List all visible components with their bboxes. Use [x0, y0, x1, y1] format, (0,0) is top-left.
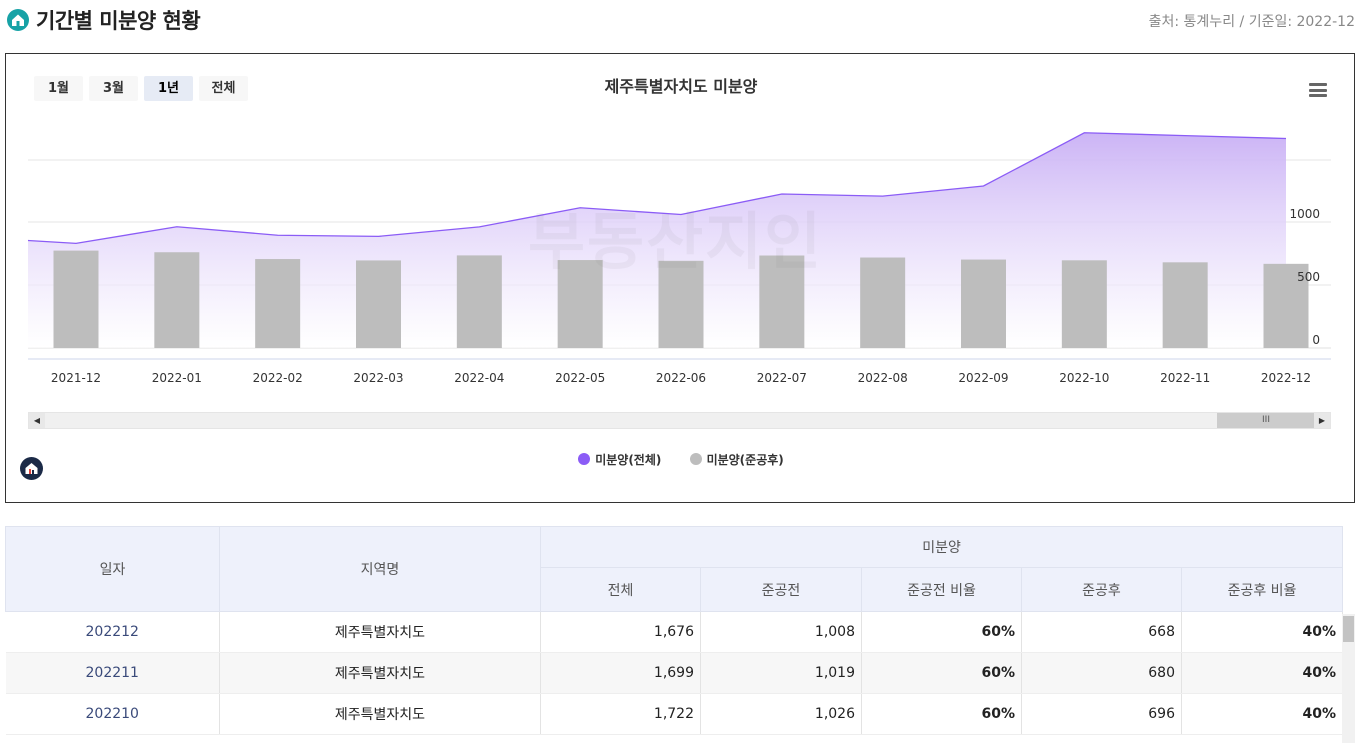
x-tick-label: 2022-11: [1160, 371, 1210, 385]
header-date[interactable]: 일자: [5, 526, 220, 612]
chart-plot: 2021-12 2022-01 2022-02 2022-03 2022-04 2022-…: [27, 132, 1331, 385]
bar-after-2022-11: [1162, 262, 1208, 348]
cell-after-ratio: 40%: [1181, 652, 1344, 694]
bar-after-2022-09: [961, 259, 1006, 348]
cell-total: 1,676: [540, 611, 701, 653]
chart-legend: 미분양(전체) 미분양(준공후): [6, 451, 1356, 468]
page-title: 기간별 미분양 현황: [36, 9, 201, 33]
header-after-ratio[interactable]: 준공후 비율: [1180, 567, 1344, 612]
bar-after-2022-01: [154, 252, 200, 348]
header-spacer: [1342, 526, 1356, 612]
legend-label-total: 미분양(전체): [595, 453, 662, 467]
table-scroll-thumb[interactable]: [1343, 616, 1354, 642]
bar-after-2021-12: [53, 250, 99, 348]
header-before[interactable]: 준공전: [700, 567, 862, 612]
cell-before: 1,008: [700, 611, 862, 653]
x-tick-label: 2022-06: [656, 371, 706, 385]
cell-after: 696: [1021, 693, 1182, 735]
x-tick-label: 2022-01: [152, 371, 202, 385]
bar-after-2022-06: [658, 260, 704, 348]
source-info: 출처: 통계누리 / 기준일: 2022-12: [1148, 14, 1355, 30]
cell-before-ratio: 60%: [861, 693, 1022, 735]
bar-after-2022-03: [356, 260, 401, 348]
home-logo-icon: [7, 9, 29, 31]
header-before-ratio[interactable]: 준공전 비율: [861, 567, 1022, 612]
cell-date: 202211: [5, 652, 220, 694]
x-tick-label: 2021-12: [51, 371, 101, 385]
cell-after-ratio: 40%: [1181, 693, 1344, 735]
y-tick-label: 0: [1312, 333, 1320, 347]
cell-total: 1,722: [540, 693, 701, 735]
table-row: 202210 제주특별자치도 1,722 1,026 60% 696 40%: [5, 693, 1356, 735]
cell-after-ratio: 40%: [1181, 611, 1344, 653]
watermark: 부동산지인: [528, 205, 824, 278]
range-button-1m[interactable]: 1월: [34, 76, 83, 101]
header-group-unsold: 미분양: [539, 526, 1344, 568]
table-scrollbar[interactable]: [1342, 614, 1355, 743]
chart-title: 제주특별자치도 미분양: [604, 77, 758, 96]
cell-after: 680: [1021, 652, 1182, 694]
y-tick-label: 500: [1297, 270, 1320, 284]
scroll-right-arrow-icon[interactable]: ▶: [1314, 413, 1330, 428]
legend-item-after[interactable]: 미분양(준공후): [689, 451, 784, 468]
header-after[interactable]: 준공후: [1021, 567, 1182, 612]
cell-date: 202212: [5, 611, 220, 653]
cell-before-ratio: 60%: [861, 611, 1022, 653]
x-tick-label: 2022-12: [1261, 371, 1311, 385]
line-total: [27, 132, 1287, 245]
bar-after-2022-07: [759, 255, 805, 348]
page-header: 기간별 미분양 현황 출처: 통계누리 / 기준일: 2022-12: [0, 0, 1365, 44]
range-button-1y[interactable]: 1년: [144, 76, 193, 101]
cell-region: 제주특별자치도: [219, 693, 541, 735]
x-tick-label: 2022-08: [858, 371, 908, 385]
table-row: 202211 제주특별자치도 1,699 1,019 60% 680 40%: [5, 652, 1356, 694]
bar-after-2022-10: [1061, 260, 1107, 348]
range-button-all[interactable]: 전체: [199, 76, 248, 101]
x-tick-label: 2022-05: [555, 371, 605, 385]
cell-before-ratio: 60%: [861, 652, 1022, 694]
menu-icon[interactable]: [1309, 83, 1327, 97]
chart-container: 2021-12 2022-01 2022-02 2022-03 2022-04 2022-…: [5, 53, 1355, 503]
legend-label-after: 미분양(준공후): [706, 453, 784, 467]
x-tick-label: 2022-02: [253, 371, 303, 385]
cell-region: 제주특별자치도: [219, 611, 541, 653]
legend-dot-icon: [578, 453, 591, 465]
legend-item-total[interactable]: 미분양(전체): [578, 451, 661, 468]
x-tick-label: 2022-04: [454, 371, 504, 385]
cell-before: 1,019: [700, 652, 862, 694]
scroll-left-arrow-icon[interactable]: ◀: [29, 413, 45, 428]
bar-after-2022-02: [255, 259, 301, 348]
cell-after: 668: [1021, 611, 1182, 653]
bar-after-2022-08: [860, 257, 906, 348]
legend-dot-icon: [689, 453, 702, 465]
x-tick-label: 2022-03: [353, 371, 403, 385]
cell-before: 1,026: [700, 693, 862, 735]
range-button-3m[interactable]: 3월: [89, 76, 138, 101]
header-region[interactable]: 지역명: [219, 526, 541, 612]
x-tick-label: 2022-07: [757, 371, 807, 385]
bar-after-2022-05: [557, 260, 603, 348]
bar-after-2022-12: [1263, 263, 1309, 348]
chart-scrollbar[interactable]: ◀ III ▶: [28, 412, 1331, 429]
brand-logo-icon: [20, 457, 43, 480]
scroll-thumb[interactable]: III: [1217, 413, 1315, 428]
x-tick-label: 2022-10: [1059, 371, 1109, 385]
y-tick-label: 1000: [1289, 207, 1320, 221]
table-row: 202212 제주특별자치도 1,676 1,008 60% 668 40%: [5, 611, 1356, 653]
cell-date: 202210: [5, 693, 220, 735]
data-table: 일자 지역명 미분양 전체 준공전 준공전 비율 준공후 준공후 비율 2022…: [5, 526, 1356, 735]
cell-region: 제주특별자치도: [219, 652, 541, 694]
x-tick-label: 2022-09: [958, 371, 1008, 385]
cell-total: 1,699: [540, 652, 701, 694]
bar-after-2022-04: [456, 255, 502, 348]
header-total[interactable]: 전체: [540, 567, 701, 612]
